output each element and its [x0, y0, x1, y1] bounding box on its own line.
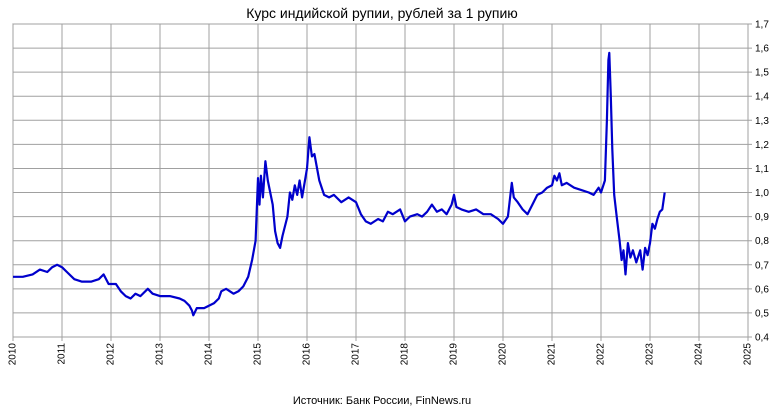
- x-tick-label: 2013: [155, 343, 166, 366]
- x-tick-label: 2014: [204, 343, 215, 366]
- x-tick-label: 2016: [302, 343, 313, 366]
- y-tick-label: 1,2: [755, 140, 769, 151]
- x-tick-label: 2015: [253, 343, 264, 366]
- y-tick-label: 1,3: [755, 116, 769, 127]
- y-tick-label: 1,0: [755, 188, 769, 199]
- y-tick-label: 0,5: [755, 308, 769, 319]
- x-tick-label: 2010: [8, 343, 19, 366]
- horizontal-gridlines: [13, 23, 752, 338]
- x-tick-label: 2023: [645, 343, 656, 366]
- y-tick-label: 1,4: [755, 92, 769, 103]
- plot-area: [12, 23, 749, 338]
- x-tick-label: 2021: [547, 343, 558, 366]
- chart-title: Курс индийской рупии, рублей за 1 рупию: [246, 5, 518, 21]
- y-tick-label: 1,6: [755, 44, 769, 55]
- series-layer: [13, 51, 666, 317]
- y-tick-label: 0,6: [755, 284, 769, 295]
- chart-source: Источник: Банк России, FinNews.ru: [293, 395, 471, 407]
- x-tick-label: 2025: [743, 343, 754, 366]
- y-tick-label: 0,4: [755, 333, 769, 344]
- x-tick-label: 2018: [400, 343, 411, 366]
- y-tick-label: 0,8: [755, 236, 769, 247]
- y-tick-label: 1,5: [755, 68, 769, 79]
- y-tick-label: 0,9: [755, 212, 769, 223]
- y-tick-label: 1,7: [755, 20, 769, 31]
- x-tick-labels: 2010 2011 2012 2013 2014 2015 2016 2017 2018 2019…: [8, 343, 754, 366]
- series-line: [13, 51, 666, 317]
- x-tick-label: 2022: [596, 343, 607, 366]
- y-tick-labels: 0,4 0,5 0,6 0,7 0,8 0,9 1,0 1,1 1,2 1,3 1,4 1,5 1,6 1…: [755, 20, 769, 344]
- x-tick-label: 2011: [57, 343, 68, 365]
- x-tick-label: 2020: [498, 343, 509, 366]
- y-tick-label: 1,1: [755, 164, 769, 175]
- x-tick-label: 2024: [694, 343, 705, 366]
- x-tick-label: 2017: [351, 343, 362, 366]
- x-tick-label: 2019: [449, 343, 460, 366]
- y-tick-label: 0,7: [755, 260, 769, 271]
- x-tick-label: 2012: [106, 343, 117, 366]
